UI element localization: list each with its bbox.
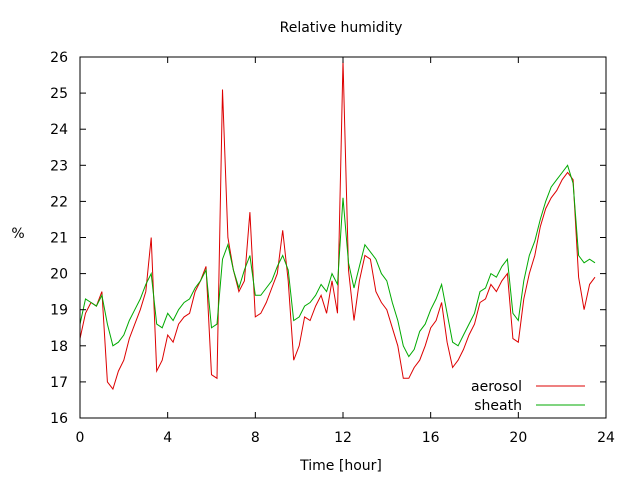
y-tick-label: 25 (50, 86, 68, 102)
y-tick-label: 23 (50, 158, 68, 174)
y-tick-label: 21 (50, 231, 68, 247)
ticks-group: 0 4 8 12 16 20 24 16 17 18 19 20 21 22 23 24 25 26 (50, 50, 615, 446)
legend-label-sheath: sheath (474, 398, 522, 414)
x-tick-label: 8 (251, 430, 260, 446)
y-tick-label: 20 (50, 267, 68, 283)
x-tick-label: 0 (76, 430, 85, 446)
x-tick-label: 16 (422, 430, 440, 446)
series-line-aerosol (79, 60, 596, 391)
y-tick-label: 16 (50, 411, 68, 427)
x-tick-label: 4 (163, 430, 172, 446)
x-axis-label: Time [hour] (299, 458, 382, 474)
y-tick-label: 24 (50, 122, 68, 138)
series-group (79, 60, 596, 391)
legend-label-aerosol: aerosol (471, 379, 522, 395)
y-axis-label: % (11, 226, 24, 242)
plot-frame (79, 56, 607, 419)
x-tick-label: 20 (509, 430, 527, 446)
y-tick-label: 26 (50, 50, 68, 66)
x-tick-label: 24 (597, 430, 615, 446)
chart-title: Relative humidity (280, 20, 403, 36)
x-tick-label: 12 (334, 430, 352, 446)
series-line-sheath (79, 164, 596, 358)
y-tick-label: 19 (50, 303, 68, 319)
y-tick-label: 22 (50, 194, 68, 210)
legend: aerosol sheath (471, 379, 585, 414)
y-tick-label: 17 (50, 375, 68, 391)
y-tick-label: 18 (50, 339, 68, 355)
